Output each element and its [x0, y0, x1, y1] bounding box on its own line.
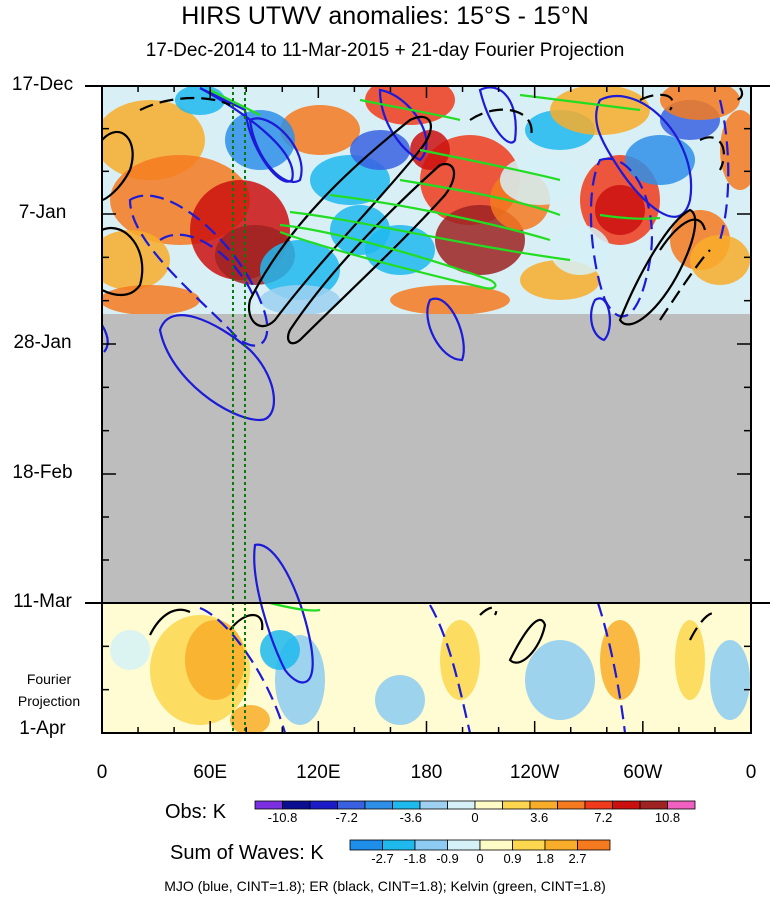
colorbar-swatch — [254, 800, 283, 810]
projection-patch — [110, 630, 150, 670]
obs-colorbar-label: Obs: K — [165, 801, 227, 823]
y-tick-label: 28-Jan — [13, 332, 72, 353]
colorbar-swatch — [529, 800, 558, 810]
obs-anomaly-patch — [102, 230, 170, 290]
obs-anomaly-patch — [660, 86, 740, 120]
obs-anomaly-field — [102, 86, 751, 314]
obs-anomaly-patch — [365, 86, 455, 125]
colorbar-tick-label: -2.7 — [371, 851, 393, 866]
projection-patch — [260, 630, 300, 670]
projection-patch — [230, 705, 270, 733]
x-tick-label: 180 — [410, 762, 443, 783]
colorbar-tick-label: -0.9 — [436, 851, 458, 866]
chart-title: HIRS UTWV anomalies: 15°S - 15°N — [181, 2, 589, 30]
obs-anomaly-patch — [550, 225, 610, 275]
chart-subtitle: 17-Dec-2014 to 11-Mar-2015 + 21-day Four… — [145, 40, 625, 61]
obs-anomaly-patch — [500, 155, 580, 205]
projection-label: Fourier Projection — [17, 671, 81, 709]
footer-legend: MJO (blue, CINT=1.8); ER (black, CINT=1.… — [164, 878, 606, 894]
missing-data-region — [102, 314, 751, 603]
colorbar-tick-label: -3.6 — [400, 810, 422, 825]
obs-colorbar: -10.8 -7.2 -3.6 0 3.6 7.2 10.8 — [254, 800, 696, 825]
projection-patch — [675, 620, 705, 700]
obs-anomaly-patch — [595, 185, 645, 235]
projection-patch — [525, 640, 595, 720]
colorbar-swatch — [282, 800, 311, 810]
obs-anomaly-patch — [280, 105, 360, 155]
projection-patch — [710, 640, 750, 720]
obs-anomaly-patch — [102, 285, 200, 314]
obs-anomaly-patch — [550, 86, 650, 135]
colorbar-swatch — [392, 800, 421, 810]
colorbar-swatch — [419, 800, 448, 810]
x-tick-label: 120E — [296, 762, 341, 783]
kelvin-contours — [209, 89, 661, 612]
colorbar-swatch — [502, 800, 531, 810]
obs-anomaly-patch — [625, 135, 695, 185]
obs-anomaly-patch — [350, 130, 410, 170]
colorbar-swatch — [382, 839, 416, 851]
x-tick-label: 60W — [623, 762, 663, 783]
colorbar-swatch — [337, 800, 366, 810]
y-tick-label: 7-Jan — [18, 202, 67, 223]
wave-contours — [102, 86, 744, 733]
colorbar-tick-label: -10.8 — [268, 810, 298, 825]
colorbar-swatch — [349, 839, 383, 851]
colorbar-swatch — [474, 800, 503, 810]
y-tick-label: 1-Apr — [19, 718, 66, 739]
obs-anomaly-patch — [260, 240, 340, 300]
mjo-dashed-contours — [128, 99, 730, 733]
colorbar-tick-label: 2.7 — [568, 851, 586, 866]
projection-patch — [375, 675, 425, 725]
colorbar-tick-label: 0 — [471, 810, 478, 825]
colorbar-swatch — [512, 839, 546, 851]
obs-anomaly-patch — [260, 285, 340, 314]
colorbar-swatch — [309, 800, 338, 810]
x-tick-label: 120W — [509, 762, 560, 783]
waves-colorbar-label: Sum of Waves: K — [170, 842, 324, 864]
projection-patch — [600, 620, 640, 700]
projection-patch — [440, 620, 480, 700]
projection-patch — [185, 620, 245, 700]
er-dashed-contours — [139, 87, 744, 641]
colorbar-tick-label: 10.8 — [655, 810, 680, 825]
colorbar-swatch — [447, 800, 476, 810]
colorbar-swatch — [447, 839, 481, 851]
obs-anomaly-patch — [225, 110, 295, 170]
obs-anomaly-patch — [720, 110, 751, 190]
colorbar-swatch — [577, 839, 611, 851]
x-tick-label: 60E — [193, 762, 228, 783]
colorbar-swatch — [667, 800, 696, 810]
colorbar-swatch — [612, 800, 641, 810]
waves-colorbar: -2.7 -1.8 -0.9 0 0.9 1.8 2.7 — [349, 839, 611, 866]
colorbar-swatch — [544, 839, 578, 851]
x-tick-label: 0 — [96, 762, 108, 783]
colorbar-tick-label: 3.6 — [530, 810, 548, 825]
x-tick-label: 0 — [745, 762, 757, 783]
y-tick-label: 18-Feb — [12, 462, 73, 483]
obs-anomaly-patch — [390, 285, 510, 314]
y-tick-label: 11-Mar — [13, 591, 72, 612]
colorbar-tick-label: 1.8 — [536, 851, 554, 866]
colorbar-swatch — [639, 800, 668, 810]
projection-field — [102, 603, 751, 733]
obs-anomaly-patch — [690, 235, 750, 285]
colorbar-tick-label: 7.2 — [594, 810, 612, 825]
y-tick-label: 17-Dec — [11, 74, 74, 95]
colorbar-tick-label: 0.9 — [503, 851, 521, 866]
colorbar-swatch — [479, 839, 513, 851]
colorbar-tick-label: -7.2 — [335, 810, 357, 825]
mjo-contours — [102, 86, 693, 684]
colorbar-swatch — [584, 800, 613, 810]
colorbar-swatch — [557, 800, 586, 810]
obs-anomaly-patch — [175, 86, 225, 115]
colorbar-tick-label: -1.8 — [404, 851, 426, 866]
colorbar-swatch — [364, 800, 393, 810]
colorbar-swatch — [414, 839, 448, 851]
colorbar-tick-label: 0 — [476, 851, 483, 866]
